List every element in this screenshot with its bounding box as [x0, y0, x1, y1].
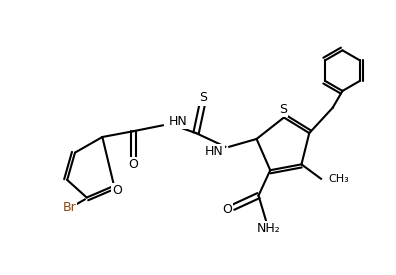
- Text: HN: HN: [169, 115, 187, 128]
- Text: O: O: [112, 184, 122, 197]
- Text: O: O: [222, 203, 232, 216]
- Text: Br: Br: [62, 201, 76, 214]
- Text: NH₂: NH₂: [256, 222, 280, 235]
- Text: S: S: [199, 92, 207, 104]
- Text: CH₃: CH₃: [328, 174, 349, 184]
- Text: O: O: [129, 158, 139, 171]
- Text: S: S: [279, 103, 287, 116]
- Text: HN: HN: [205, 145, 223, 158]
